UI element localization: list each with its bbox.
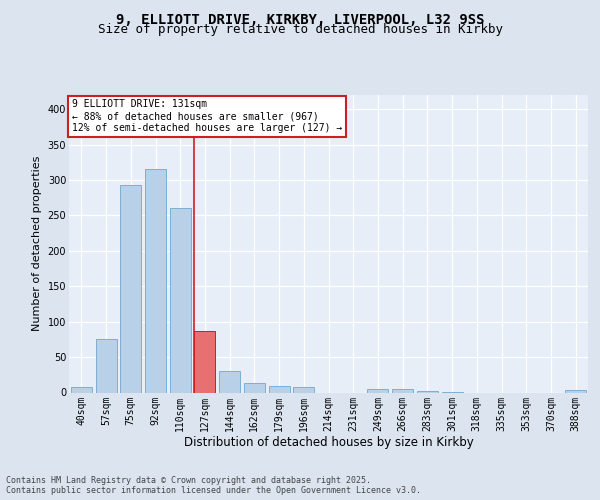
Bar <box>145 170 166 392</box>
Bar <box>194 331 215 392</box>
Text: Contains HM Land Registry data © Crown copyright and database right 2025.
Contai: Contains HM Land Registry data © Crown c… <box>6 476 421 495</box>
Bar <box>269 386 290 392</box>
Bar <box>417 391 438 392</box>
Y-axis label: Number of detached properties: Number of detached properties <box>32 156 42 332</box>
X-axis label: Distribution of detached houses by size in Kirkby: Distribution of detached houses by size … <box>184 436 473 449</box>
Bar <box>565 390 586 392</box>
Text: 9, ELLIOTT DRIVE, KIRKBY, LIVERPOOL, L32 9SS: 9, ELLIOTT DRIVE, KIRKBY, LIVERPOOL, L32… <box>116 12 484 26</box>
Bar <box>170 208 191 392</box>
Bar <box>219 371 240 392</box>
Bar <box>71 387 92 392</box>
Text: Size of property relative to detached houses in Kirkby: Size of property relative to detached ho… <box>97 22 503 36</box>
Bar <box>120 185 141 392</box>
Bar <box>95 340 116 392</box>
Bar <box>293 387 314 392</box>
Text: 9 ELLIOTT DRIVE: 131sqm
← 88% of detached houses are smaller (967)
12% of semi-d: 9 ELLIOTT DRIVE: 131sqm ← 88% of detache… <box>71 100 342 132</box>
Bar <box>367 389 388 392</box>
Bar <box>392 389 413 392</box>
Bar <box>244 382 265 392</box>
